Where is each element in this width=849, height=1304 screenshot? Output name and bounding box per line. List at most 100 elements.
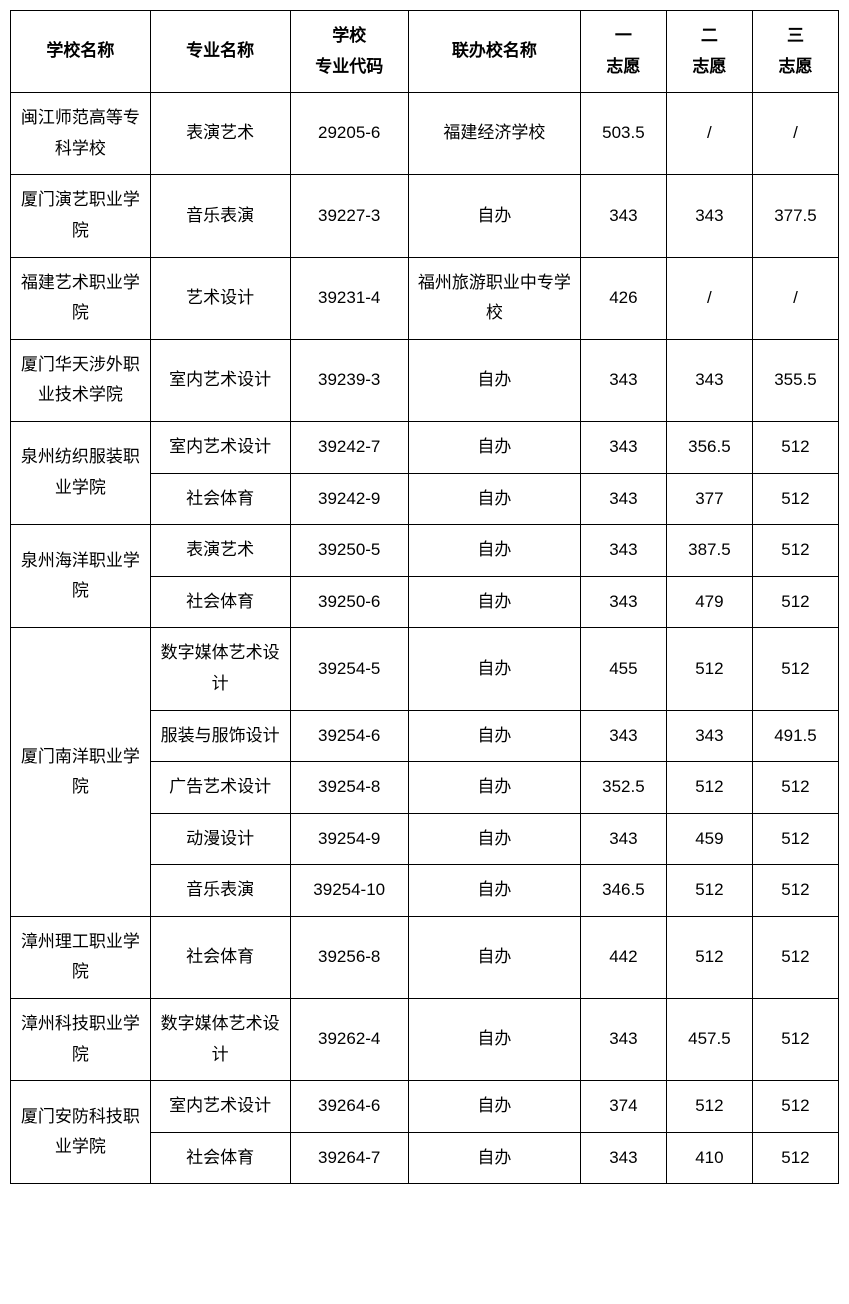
cell-wish2: 343: [666, 710, 752, 762]
cell-wish3: 512: [752, 1081, 838, 1133]
cell-partner: 福建经济学校: [408, 93, 580, 175]
header-wish3-line2: 志愿: [757, 52, 834, 83]
table-row: 厦门安防科技职业学院室内艺术设计39264-6自办374512512: [11, 1081, 839, 1133]
header-wish2: 二 志愿: [666, 11, 752, 93]
cell-partner: 自办: [408, 762, 580, 814]
cell-major: 表演艺术: [150, 93, 290, 175]
cell-wish3: 512: [752, 999, 838, 1081]
cell-wish1: 426: [580, 257, 666, 339]
cell-code: 39227-3: [290, 175, 408, 257]
cell-code: 39242-7: [290, 421, 408, 473]
cell-code: 39239-3: [290, 339, 408, 421]
cell-code: 39231-4: [290, 257, 408, 339]
header-code-line1: 学校: [295, 21, 404, 52]
header-code-line2: 专业代码: [295, 52, 404, 83]
table-row: 泉州海洋职业学院表演艺术39250-5自办343387.5512: [11, 525, 839, 577]
cell-partner: 自办: [408, 525, 580, 577]
table-row: 闽江师范高等专科学校表演艺术29205-6福建经济学校503.5//: [11, 93, 839, 175]
admission-table: 学校名称 专业名称 学校 专业代码 联办校名称 一 志愿 二 志愿 三 志愿 闽…: [10, 10, 839, 1184]
header-wish1-line1: 一: [585, 21, 662, 52]
cell-wish1: 503.5: [580, 93, 666, 175]
cell-major: 室内艺术设计: [150, 339, 290, 421]
header-school: 学校名称: [11, 11, 151, 93]
cell-wish3: 512: [752, 865, 838, 917]
cell-partner: 自办: [408, 339, 580, 421]
cell-wish1: 343: [580, 1132, 666, 1184]
cell-wish2: 457.5: [666, 999, 752, 1081]
cell-school: 泉州纺织服装职业学院: [11, 421, 151, 524]
cell-partner: 自办: [408, 1132, 580, 1184]
cell-wish1: 343: [580, 576, 666, 628]
cell-code: 39254-8: [290, 762, 408, 814]
cell-wish3: 512: [752, 421, 838, 473]
cell-wish1: 343: [580, 710, 666, 762]
cell-major: 广告艺术设计: [150, 762, 290, 814]
table-row: 漳州科技职业学院数字媒体艺术设计39262-4自办343457.5512: [11, 999, 839, 1081]
cell-wish2: 512: [666, 628, 752, 710]
cell-code: 39264-6: [290, 1081, 408, 1133]
cell-wish2: /: [666, 257, 752, 339]
cell-major: 数字媒体艺术设计: [150, 628, 290, 710]
cell-major: 音乐表演: [150, 865, 290, 917]
cell-wish2: 512: [666, 916, 752, 998]
cell-major: 服装与服饰设计: [150, 710, 290, 762]
cell-wish3: /: [752, 257, 838, 339]
cell-code: 39254-5: [290, 628, 408, 710]
cell-major: 室内艺术设计: [150, 1081, 290, 1133]
cell-code: 39242-9: [290, 473, 408, 525]
header-wish3-line1: 三: [757, 21, 834, 52]
cell-code: 39250-6: [290, 576, 408, 628]
cell-school: 厦门演艺职业学院: [11, 175, 151, 257]
cell-wish2: 377: [666, 473, 752, 525]
header-wish1-line2: 志愿: [585, 52, 662, 83]
table-row: 厦门华天涉外职业技术学院室内艺术设计39239-3自办343343355.5: [11, 339, 839, 421]
cell-wish1: 346.5: [580, 865, 666, 917]
cell-wish3: 512: [752, 576, 838, 628]
cell-major: 社会体育: [150, 1132, 290, 1184]
cell-partner: 自办: [408, 1081, 580, 1133]
header-wish1: 一 志愿: [580, 11, 666, 93]
table-body: 闽江师范高等专科学校表演艺术29205-6福建经济学校503.5//厦门演艺职业…: [11, 93, 839, 1184]
cell-wish1: 343: [580, 473, 666, 525]
cell-school: 厦门南洋职业学院: [11, 628, 151, 917]
cell-major: 音乐表演: [150, 175, 290, 257]
cell-wish3: 512: [752, 473, 838, 525]
cell-school: 闽江师范高等专科学校: [11, 93, 151, 175]
cell-code: 39256-8: [290, 916, 408, 998]
cell-wish1: 455: [580, 628, 666, 710]
cell-major: 艺术设计: [150, 257, 290, 339]
cell-code: 39254-9: [290, 813, 408, 865]
table-row: 漳州理工职业学院社会体育39256-8自办442512512: [11, 916, 839, 998]
header-wish2-line1: 二: [671, 21, 748, 52]
cell-wish3: 377.5: [752, 175, 838, 257]
cell-partner: 福州旅游职业中专学校: [408, 257, 580, 339]
cell-wish2: 512: [666, 1081, 752, 1133]
cell-major: 社会体育: [150, 473, 290, 525]
cell-wish1: 343: [580, 999, 666, 1081]
cell-partner: 自办: [408, 813, 580, 865]
cell-wish1: 343: [580, 175, 666, 257]
cell-school: 福建艺术职业学院: [11, 257, 151, 339]
cell-wish2: 459: [666, 813, 752, 865]
cell-major: 表演艺术: [150, 525, 290, 577]
cell-major: 社会体育: [150, 916, 290, 998]
cell-wish3: 512: [752, 628, 838, 710]
cell-major: 室内艺术设计: [150, 421, 290, 473]
cell-major: 社会体育: [150, 576, 290, 628]
cell-wish1: 343: [580, 421, 666, 473]
cell-code: 39264-7: [290, 1132, 408, 1184]
cell-wish2: 410: [666, 1132, 752, 1184]
cell-major: 数字媒体艺术设计: [150, 999, 290, 1081]
cell-school: 漳州科技职业学院: [11, 999, 151, 1081]
cell-wish3: 512: [752, 1132, 838, 1184]
cell-wish2: 512: [666, 762, 752, 814]
cell-wish2: /: [666, 93, 752, 175]
cell-wish2: 512: [666, 865, 752, 917]
cell-code: 39254-10: [290, 865, 408, 917]
table-row: 厦门演艺职业学院音乐表演39227-3自办343343377.5: [11, 175, 839, 257]
cell-code: 39254-6: [290, 710, 408, 762]
cell-wish3: /: [752, 93, 838, 175]
cell-wish2: 356.5: [666, 421, 752, 473]
header-row: 学校名称 专业名称 学校 专业代码 联办校名称 一 志愿 二 志愿 三 志愿: [11, 11, 839, 93]
cell-partner: 自办: [408, 421, 580, 473]
